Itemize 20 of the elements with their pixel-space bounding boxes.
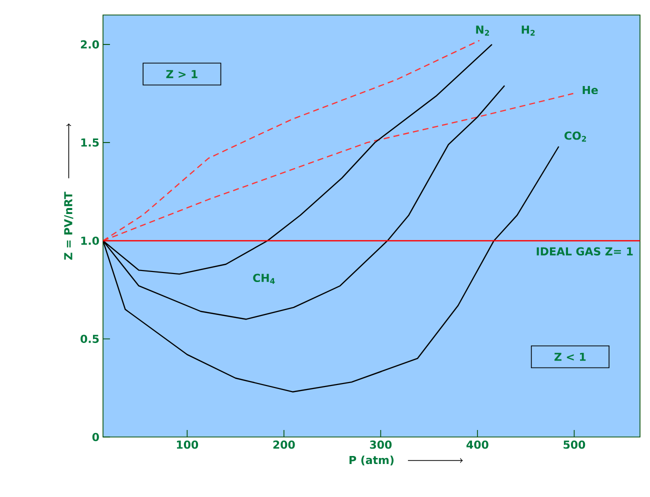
x-tick-label: 300 [370,440,392,449]
x-tick-label: 500 [564,440,586,449]
x-axis-title: P (atm) [350,456,394,466]
annotation: Z < 1 [554,352,586,361]
annotation: N$_{2}$ [476,26,490,36]
y-tick-label: 1.0 [81,236,99,245]
ref-line-label: IDEAL GAS Z= 1 [536,247,633,256]
annotation: H$_{2}$ [522,26,535,36]
y-tick-label: 0 [92,432,99,442]
annotation: Z > 1 [166,70,198,78]
y-tick-label: 2.0 [80,40,99,49]
y-tick-label: 1.5 [81,138,99,147]
y-tick-label: 0.5 [80,334,99,344]
x-tick-label: 200 [273,440,295,449]
y-axis-title: Z = PV/nRT [64,192,74,260]
annotation: CH$_{4}$ [253,274,275,284]
x-tick-label: 100 [176,440,198,449]
annotation: He [582,86,598,94]
annotation: CO$_{2}$ [564,132,586,142]
x-tick-label: 400 [466,440,488,449]
